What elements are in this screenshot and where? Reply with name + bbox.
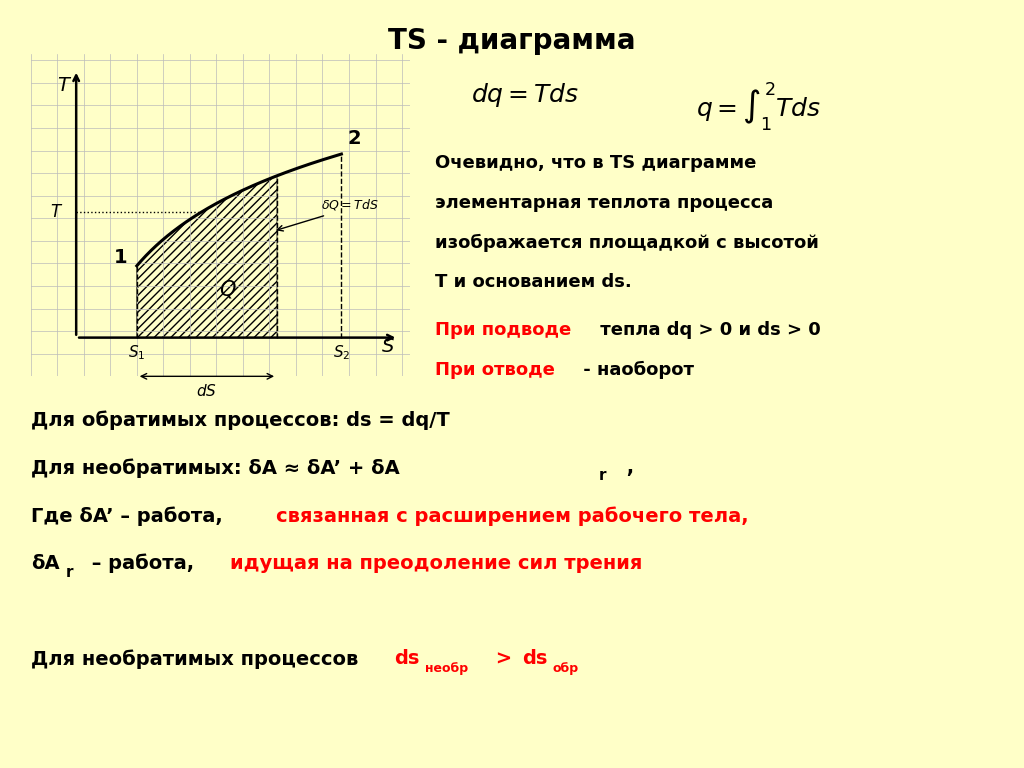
Text: тепла dq > 0 и ds > 0: тепла dq > 0 и ds > 0 [594,321,820,339]
Text: TS - диаграмма: TS - диаграмма [388,27,636,55]
Text: $dS$: $dS$ [197,382,217,399]
Text: $Q$: $Q$ [219,278,237,300]
Text: $T$: $T$ [57,76,73,95]
Text: 1: 1 [114,247,128,266]
Text: ds: ds [394,649,420,668]
Text: изображается площадкой с высотой: изображается площадкой с высотой [435,233,819,252]
Text: - наоборот: - наоборот [577,361,693,379]
Text: $S_2$: $S_2$ [333,343,350,362]
Text: $S_1$: $S_1$ [128,343,145,362]
Text: – работа,: – работа, [85,554,201,573]
Text: $\delta Q = TdS$: $\delta Q = TdS$ [322,197,379,212]
Text: связанная с расширением рабочего тела,: связанная с расширением рабочего тела, [276,506,750,525]
Text: идущая на преодоление сил трения: идущая на преодоление сил трения [230,554,643,573]
Text: Т и основанием ds.: Т и основанием ds. [435,273,632,291]
Text: Где δA’ – работа,: Где δA’ – работа, [31,506,229,525]
Text: Очевидно, что в TS диаграмме: Очевидно, что в TS диаграмме [435,154,757,171]
Text: r: r [66,565,73,581]
Text: необр: необр [425,662,468,675]
Text: ds: ds [522,649,548,668]
Text: При отводе: При отводе [435,361,555,379]
Text: ,: , [620,458,634,478]
Text: $S$: $S$ [381,337,394,356]
Text: δA: δA [31,554,59,573]
Text: $dq = Tds$: $dq = Tds$ [471,81,580,108]
Text: обр: обр [553,662,580,675]
Text: Для обратимых процессов: ds = dq/T: Для обратимых процессов: ds = dq/T [31,411,450,430]
Text: $q = \int_1^2 Tds$: $q = \int_1^2 Tds$ [696,81,821,133]
Text: элементарная теплота процесса: элементарная теплота процесса [435,194,773,211]
Text: r: r [599,468,606,483]
Text: 2: 2 [347,129,360,148]
Text: При подводе: При подводе [435,321,571,339]
Text: Для необратимых: δA ≈ δA’ + δA: Для необратимых: δA ≈ δA’ + δA [31,458,399,478]
Text: >: > [489,649,519,668]
Text: Для необратимых процессов: Для необратимых процессов [31,649,365,668]
Text: $T$: $T$ [49,204,62,221]
